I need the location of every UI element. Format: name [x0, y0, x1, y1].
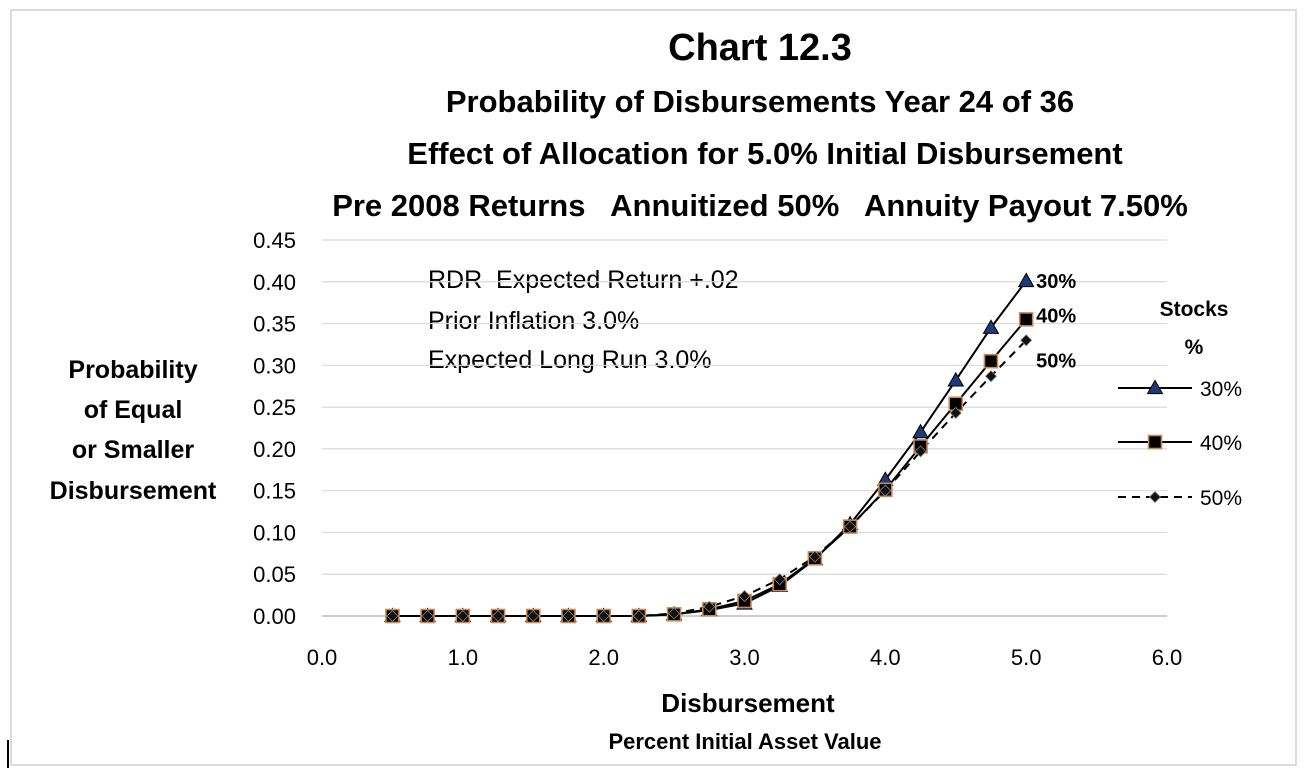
series-3-point — [703, 600, 716, 613]
y-tick-label: 0.10 — [253, 520, 296, 545]
y-tick-label: 0.20 — [253, 437, 296, 462]
series-3-point — [738, 589, 751, 603]
series-3-point — [562, 609, 575, 623]
series-3-point — [597, 609, 610, 623]
legend-label-1: 30% — [1200, 378, 1242, 401]
series-1-point — [982, 319, 1000, 334]
x-tick-label: 2.0 — [588, 645, 619, 670]
series-3-point — [879, 484, 892, 497]
y-tick-label: 0.30 — [253, 353, 296, 378]
series-3-point — [668, 607, 681, 620]
y-tick-label: 0.15 — [253, 479, 296, 504]
series-3-point — [491, 609, 505, 623]
series-end-label-2: 40% — [1036, 305, 1076, 327]
y-tick-label: 0.25 — [253, 395, 296, 420]
series-1-point — [947, 371, 965, 387]
series-3-point — [1020, 334, 1033, 347]
series-3-point — [984, 370, 998, 383]
legend-marker-3 — [1148, 490, 1162, 504]
y-tick-label: 0.40 — [253, 270, 296, 295]
legend-label-2: 40% — [1200, 432, 1242, 455]
series-end-label-1: 30% — [1036, 271, 1076, 293]
series-3-point — [949, 406, 962, 420]
x-tick-label: 0.0 — [307, 645, 338, 670]
x-tick-label: 5.0 — [1011, 645, 1042, 670]
chart-subtitle-3: Pre 2008 Returns Annuitized 50% Annuity … — [332, 188, 1188, 223]
series-3-point — [844, 520, 857, 533]
annotation-prior-inflation: Prior Inflation 3.0% — [428, 307, 639, 335]
series-3-point — [914, 445, 927, 458]
chart-subtitle-1: Probability of Disbursements Year 24 of … — [446, 84, 1074, 119]
legend-marker-1 — [1146, 379, 1164, 395]
y-tick-label: 0.05 — [253, 562, 296, 587]
series-3-point — [386, 609, 399, 623]
chart-title: Chart 12.3 — [668, 27, 852, 69]
series-2-point — [1018, 312, 1034, 327]
legend-marker-2 — [1147, 434, 1163, 450]
x-axis-label: Disbursement — [661, 688, 835, 718]
series-1-point — [1017, 272, 1035, 288]
x-tick-label: 4.0 — [870, 645, 901, 670]
series-3-point — [773, 573, 786, 586]
x-tick-label: 3.0 — [729, 645, 760, 670]
y-tick-label: 0.00 — [253, 604, 296, 629]
series-3-point — [808, 550, 821, 563]
series-2-point — [983, 353, 999, 369]
legend: 30% 40% 50% — [1118, 378, 1242, 510]
y-axis-label-line-1: Probability — [68, 356, 197, 384]
tick-layer: 0.00 0.05 0.10 0.15 0.20 0.25 0.30 0.35 0.40 0.45… — [253, 228, 1182, 670]
y-tick-label: 0.45 — [253, 228, 296, 253]
x-tick-label: 1.0 — [448, 645, 479, 670]
series-1-point — [912, 423, 929, 439]
annotation-long-run: Expected Long Run 3.0% — [428, 346, 712, 374]
legend-title-line-1: Stocks — [1160, 298, 1229, 321]
series-3-point — [421, 609, 434, 623]
series-layer: 30% 40% 50% — [384, 271, 1076, 624]
legend-label-3: 50% — [1200, 487, 1242, 510]
y-tick-label: 0.35 — [253, 312, 296, 337]
x-axis-sublabel: Percent Initial Asset Value — [608, 729, 881, 754]
x-tick-label: 6.0 — [1152, 645, 1183, 670]
y-axis-label-line-2: of Equal — [84, 396, 183, 424]
series-3-point — [527, 609, 540, 623]
series-3-point — [456, 609, 469, 623]
series-3-point — [632, 609, 645, 623]
y-axis-label-line-4: Disbursement — [50, 477, 217, 505]
y-axis-label-line-3: or Smaller — [72, 436, 195, 464]
legend-title-line-2: % — [1185, 336, 1204, 359]
annotation-expected-return: RDR Expected Return +.02 — [428, 266, 739, 294]
series-end-label-3: 50% — [1036, 350, 1076, 372]
chart-border — [10, 9, 1297, 766]
chart-subtitle-2: Effect of Allocation for 5.0% Initial Di… — [407, 136, 1122, 171]
